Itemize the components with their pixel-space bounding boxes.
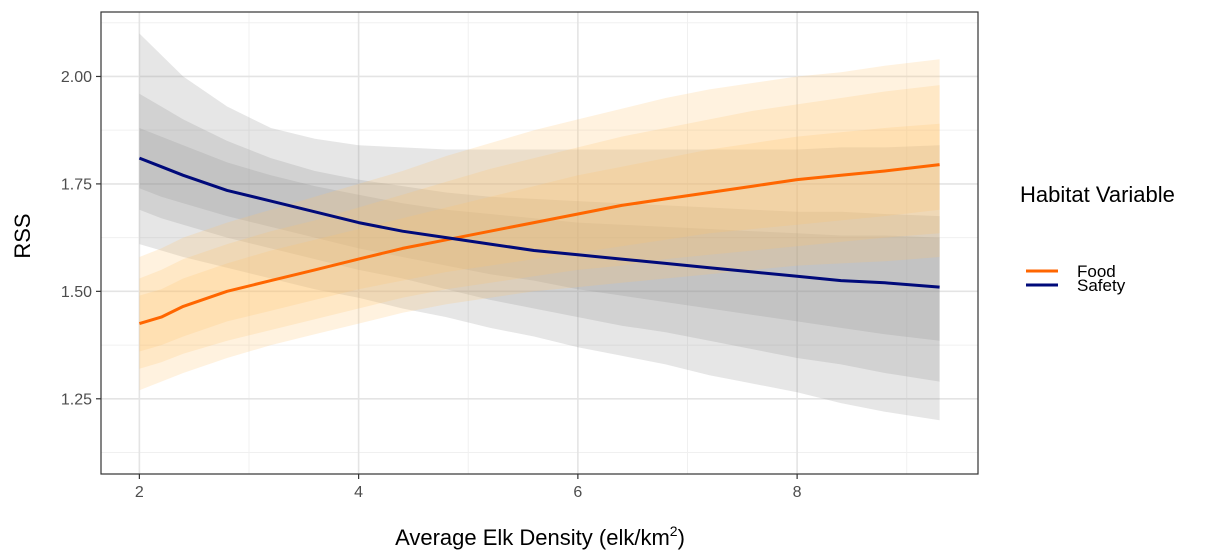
- x-tick-label: 8: [793, 484, 802, 501]
- food-band-2: [139, 85, 940, 369]
- x-tick-label: 2: [135, 484, 144, 501]
- legend: Habitat Variable Food Safety: [1020, 182, 1175, 295]
- safety-band-3: [139, 33, 940, 421]
- grid: [101, 12, 978, 474]
- food-band-1: [139, 123, 940, 352]
- legend-title: Habitat Variable: [1020, 182, 1175, 207]
- legend-label-safety: Safety: [1077, 276, 1126, 295]
- x-axis-title: Average Elk Density (elk/km2): [395, 523, 685, 550]
- axis-ticks: 2 4 6 8 1.25 1.50 1.75 2.00: [61, 69, 802, 501]
- confidence-bands: [139, 33, 940, 421]
- y-tick-label: 2.00: [61, 69, 92, 86]
- food-line: [138, 163, 940, 326]
- safety-band-1: [139, 128, 940, 341]
- x-tick-label: 6: [573, 484, 582, 501]
- food-band-3: [139, 59, 940, 391]
- safety-band-2: [139, 93, 940, 382]
- x-axis-title-superscript: 2: [670, 523, 678, 539]
- panel-border: [100, 11, 979, 475]
- x-tick-label: 4: [354, 484, 363, 501]
- legend-label-food: Food: [1077, 262, 1116, 281]
- series-lines: [138, 156, 940, 326]
- safety-line: [138, 156, 940, 289]
- y-tick-label: 1.75: [61, 176, 92, 193]
- y-axis-title: RSS: [10, 213, 35, 258]
- y-tick-label: 1.25: [61, 391, 92, 408]
- y-tick-label: 1.50: [61, 284, 92, 301]
